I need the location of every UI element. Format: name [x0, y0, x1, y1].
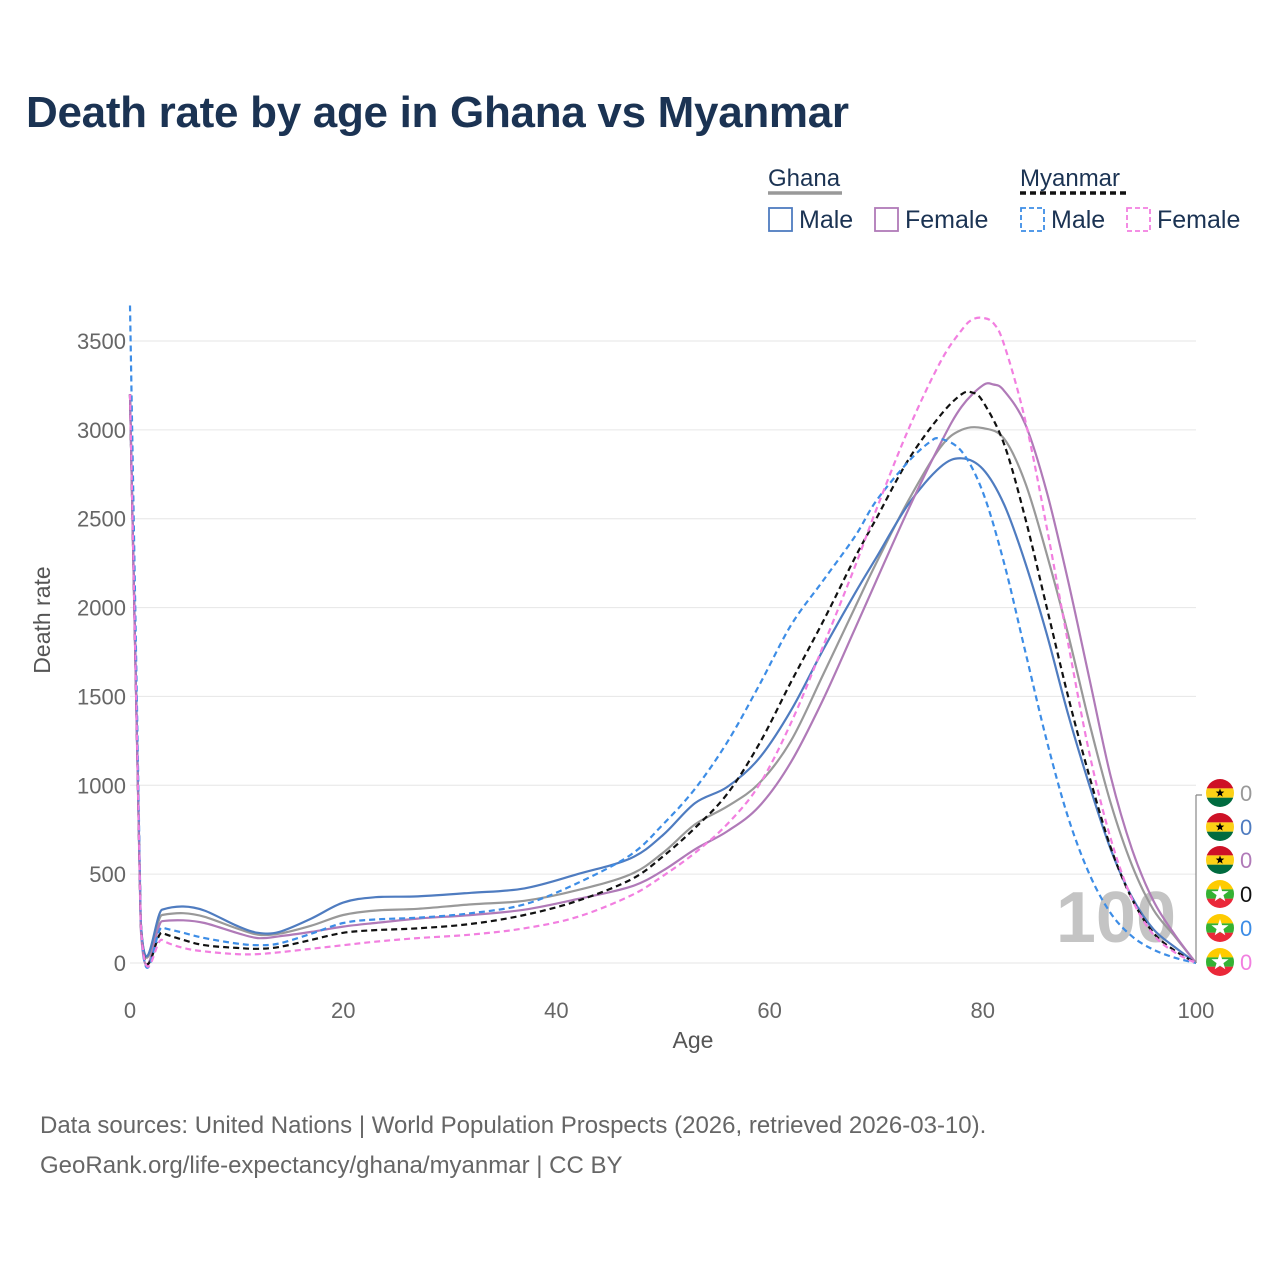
end-label-bracket [1195, 794, 1202, 963]
ghana-flag-icon [1206, 813, 1234, 841]
axes: Age Death rate [29, 566, 713, 1053]
y-tick-label: 1500 [77, 684, 126, 709]
watermark: 100 [1056, 878, 1176, 958]
end-labels: 0 0 0 0 0 0 [1195, 779, 1252, 976]
watermark-year: 100 [1056, 878, 1176, 958]
legend-item-label: Male [1051, 206, 1105, 234]
myanmar-flag-icon [1206, 914, 1234, 942]
y-tick-label: 3500 [77, 329, 126, 354]
legend-item[interactable]: Male [768, 206, 853, 234]
end-value-label: 0 [1240, 916, 1252, 941]
y-tick-label: 500 [89, 862, 126, 887]
end-value-label: 0 [1240, 781, 1252, 806]
y-axis-title: Death rate [29, 566, 55, 673]
y-tick-label: 2000 [77, 596, 126, 621]
end-value-label: 0 [1240, 815, 1252, 840]
series-line-myanmar-male [128, 305, 1197, 969]
page-title: Death rate by age in Ghana vs Myanmar [26, 88, 849, 137]
series-lines [128, 305, 1197, 969]
myanmar-flag-icon [1206, 880, 1234, 908]
x-axis-title: Age [673, 1027, 714, 1053]
legend-item[interactable]: Female [1126, 206, 1240, 234]
x-tick-label: 80 [971, 998, 995, 1023]
ghana-flag-icon [1206, 846, 1234, 874]
series-line-myanmar-female [128, 316, 1197, 968]
legend-item-label: Male [799, 206, 853, 234]
x-tick-label: 100 [1178, 998, 1215, 1023]
legend-item-label: Female [905, 206, 988, 234]
legend-item[interactable]: Male [1020, 206, 1105, 234]
y-tick-label: 3000 [77, 418, 126, 443]
series-line-ghana-female [128, 382, 1197, 966]
series-line-ghana-total- [128, 394, 1197, 964]
legend-item-label: Female [1157, 206, 1240, 234]
y-tick-label: 1000 [77, 773, 126, 798]
footer-sources: Data sources: United Nations | World Pop… [40, 1112, 987, 1139]
end-value-label: 0 [1240, 882, 1252, 907]
end-value-label: 0 [1240, 950, 1252, 975]
legend-group-ghana: Ghana Male Female [768, 165, 988, 234]
legend-group-title: Ghana [768, 165, 841, 192]
series-line-myanmar-total- [128, 390, 1197, 966]
end-value-label: 0 [1240, 848, 1252, 873]
x-tick-label: 20 [331, 998, 355, 1023]
series-line-ghana-male [128, 394, 1197, 964]
legend-item[interactable]: Female [874, 206, 988, 234]
y-tick-label: 0 [114, 951, 126, 976]
legend: Ghana Male Female Myanmar Male Female [768, 165, 1240, 234]
x-tick-label: 40 [544, 998, 568, 1023]
legend-group-title: Myanmar [1020, 165, 1120, 192]
legend-swatch [874, 207, 899, 232]
x-tick-label: 0 [124, 998, 136, 1023]
grid: 0 500 1000 1500 2000 2500 3000 3500 0 20 40 60 80 100 [77, 329, 1214, 1023]
ghana-flag-icon [1206, 779, 1234, 807]
legend-swatch [1020, 207, 1045, 232]
y-tick-label: 2500 [77, 507, 126, 532]
footer-link[interactable]: GeoRank.org/life-expectancy/ghana/myanma… [40, 1152, 623, 1179]
x-tick-label: 60 [757, 998, 781, 1023]
legend-swatch [768, 207, 793, 232]
legend-group-myanmar: Myanmar Male Female [1020, 165, 1240, 234]
legend-swatch [1126, 207, 1151, 232]
footer: Data sources: United Nations | World Pop… [40, 1106, 986, 1186]
myanmar-flag-icon [1206, 948, 1234, 976]
